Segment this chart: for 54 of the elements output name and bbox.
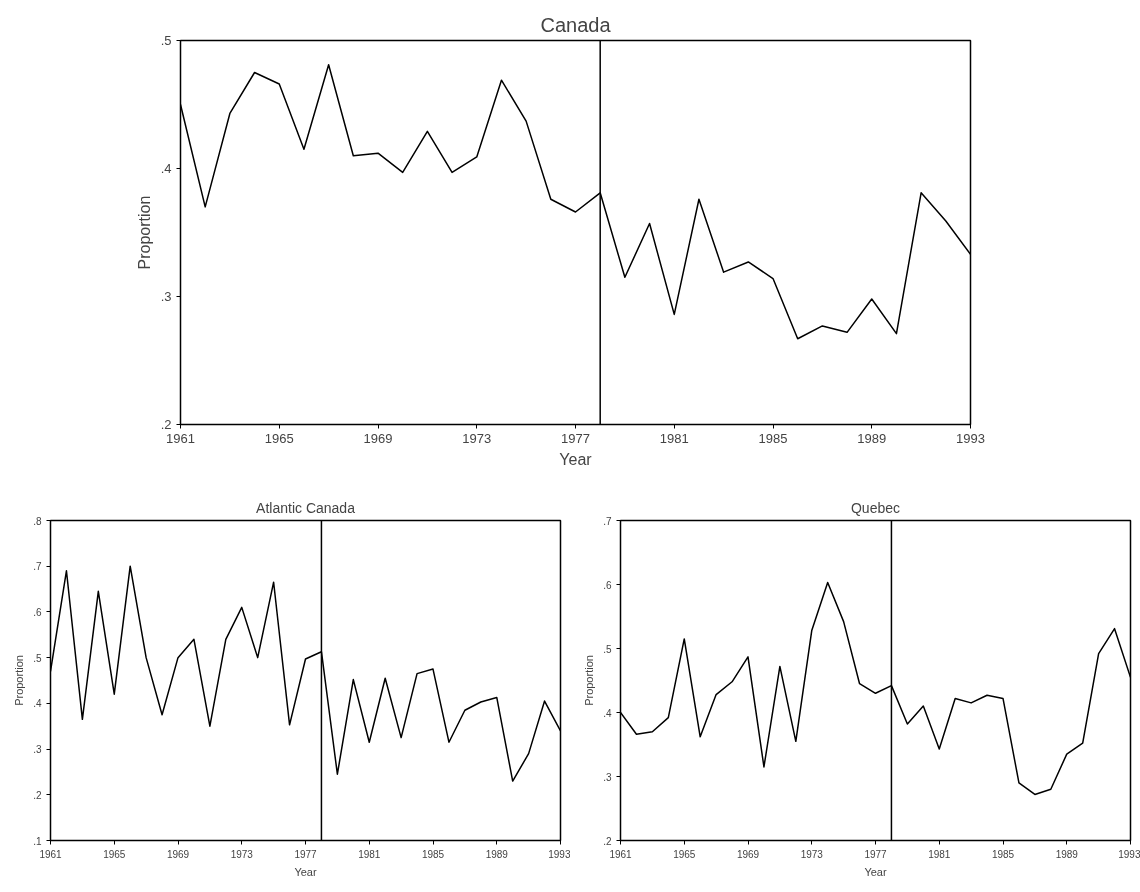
- x-axis-title: Year: [864, 865, 887, 878]
- x-tick-label: 1977: [864, 848, 888, 860]
- x-tick-label: 1965: [264, 430, 294, 446]
- y-tick-label: .3: [603, 771, 612, 783]
- x-tick-label: 1989: [485, 848, 509, 860]
- x-tick-label: 1989: [1055, 848, 1079, 860]
- x-tick-label: 1993: [548, 848, 571, 860]
- x-tick-label: 1993: [1118, 848, 1140, 860]
- x-tick-label: 1965: [103, 848, 126, 860]
- x-tick-label: 1981: [358, 848, 381, 860]
- x-tick-label: 1989: [857, 430, 887, 446]
- y-tick-label: .5: [160, 33, 172, 48]
- y-tick-label: .3: [160, 289, 172, 304]
- x-tick-label: 1973: [462, 430, 492, 446]
- y-tick-label: .4: [160, 161, 172, 176]
- x-tick-label: 1965: [673, 848, 696, 860]
- x-tick-label: 1977: [294, 848, 318, 860]
- y-tick-label: .4: [603, 707, 612, 719]
- x-tick-label: 1961: [609, 848, 633, 860]
- y-axis-title: Proportion: [13, 655, 26, 706]
- y-tick-label: .2: [160, 417, 172, 432]
- y-tick-label: .7: [33, 561, 42, 573]
- y-tick-label: .7: [603, 515, 612, 527]
- chart-title: Canada: [540, 13, 612, 36]
- y-axis-title: Proportion: [583, 655, 596, 706]
- x-tick-label: 1969: [736, 848, 760, 860]
- x-tick-label: 1961: [166, 430, 195, 446]
- y-tick-label: .6: [33, 606, 42, 618]
- x-axis-title: Year: [294, 865, 317, 878]
- x-tick-label: 1993: [956, 430, 985, 446]
- y-tick-label: .3: [33, 744, 42, 756]
- y-tick-label: .2: [33, 789, 42, 801]
- x-tick-label: 1973: [230, 848, 254, 860]
- x-tick-label: 1985: [758, 430, 788, 446]
- x-tick-label: 1961: [39, 848, 63, 860]
- y-tick-label: .5: [603, 643, 612, 655]
- x-tick-label: 1977: [561, 430, 590, 446]
- x-tick-label: 1973: [800, 848, 824, 860]
- x-tick-label: 1969: [363, 430, 393, 446]
- y-tick-label: .8: [33, 515, 42, 527]
- x-tick-label: 1981: [928, 848, 951, 860]
- y-tick-label: .4: [33, 698, 42, 710]
- x-tick-label: 1981: [659, 430, 689, 446]
- chart-title: Atlantic Canada: [256, 499, 356, 516]
- y-tick-label: .1: [33, 835, 42, 847]
- y-tick-label: .2: [603, 835, 612, 847]
- x-tick-label: 1969: [166, 848, 190, 860]
- y-axis-title: Proportion: [135, 195, 153, 270]
- x-tick-label: 1985: [991, 848, 1015, 860]
- y-tick-label: .5: [33, 652, 42, 664]
- y-tick-label: .6: [603, 579, 612, 591]
- chart-title: Quebec: [850, 499, 901, 516]
- x-axis-title: Year: [559, 450, 593, 468]
- x-tick-label: 1985: [421, 848, 445, 860]
